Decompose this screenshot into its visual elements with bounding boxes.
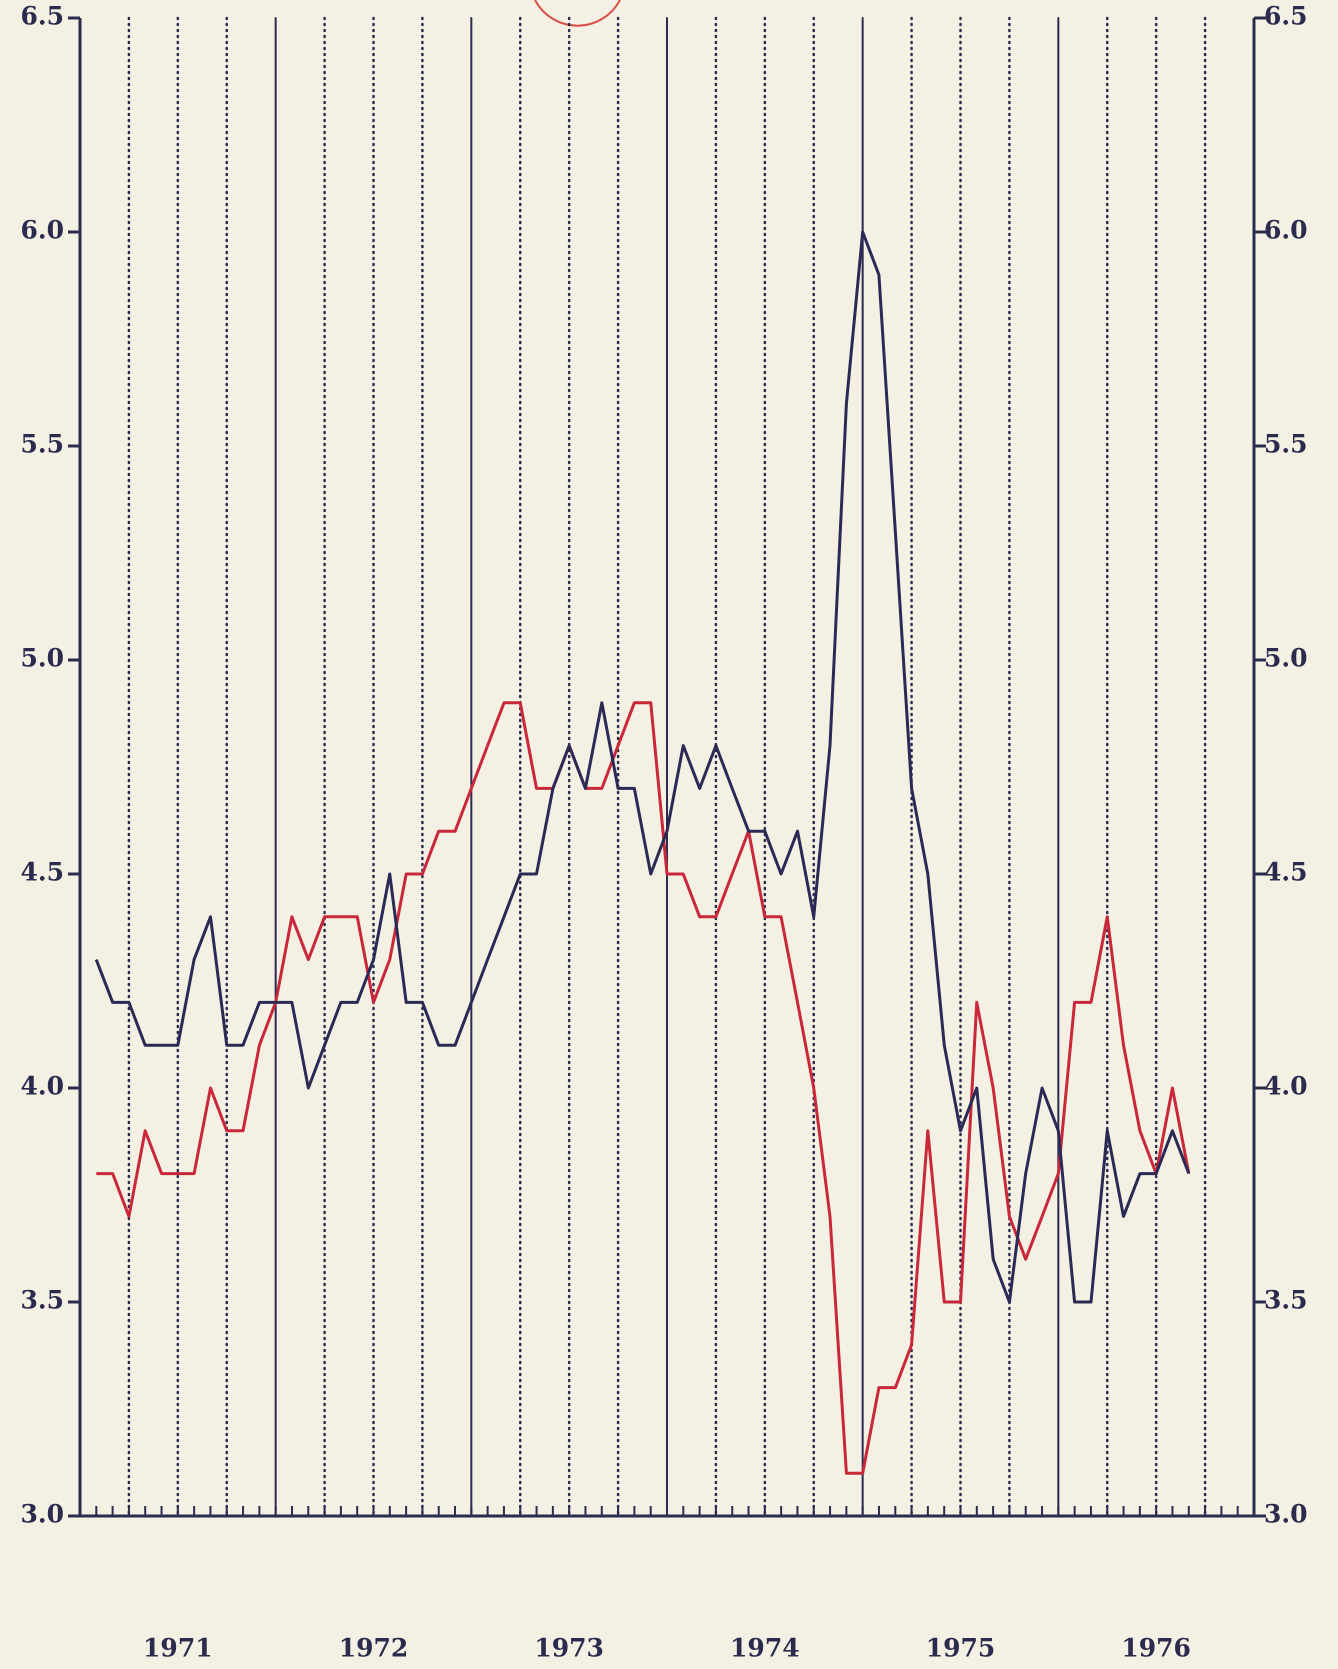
y-tick-label-right: 5.5 [1264, 430, 1308, 459]
y-tick-label: 4.5 [21, 858, 65, 887]
y-tick-label: 6.5 [21, 2, 65, 31]
series-line [96, 701, 1191, 1475]
series-line [94, 230, 1191, 1304]
y-tick-label-right: 4.0 [1264, 1072, 1308, 1101]
y-tick-label: 3.5 [21, 1286, 65, 1315]
y-tick-label: 4.0 [21, 1072, 65, 1101]
y-tick-label: 5.0 [21, 644, 65, 673]
x-tick-label: 1975 [926, 1634, 996, 1663]
y-tick-label-right: 6.5 [1264, 2, 1308, 31]
x-tick-label: 1974 [730, 1634, 800, 1663]
x-tick-label: 1976 [1121, 1634, 1191, 1663]
y-tick-label-right: 4.5 [1264, 858, 1308, 887]
y-tick-label: 5.5 [21, 430, 65, 459]
y-tick-label-right: 6.0 [1264, 216, 1308, 245]
x-tick-label: 1972 [339, 1634, 409, 1663]
y-tick-label: 3.0 [21, 1500, 65, 1529]
y-tick-label-right: 5.0 [1264, 644, 1308, 673]
x-tick-label: 1973 [534, 1634, 604, 1663]
y-tick-label-right: 3.5 [1264, 1286, 1308, 1315]
y-tick-label-right: 3.0 [1264, 1500, 1308, 1529]
x-tick-label: 1971 [143, 1634, 213, 1663]
stamp-mark [534, 0, 621, 27]
y-tick-label: 6.0 [21, 216, 65, 245]
